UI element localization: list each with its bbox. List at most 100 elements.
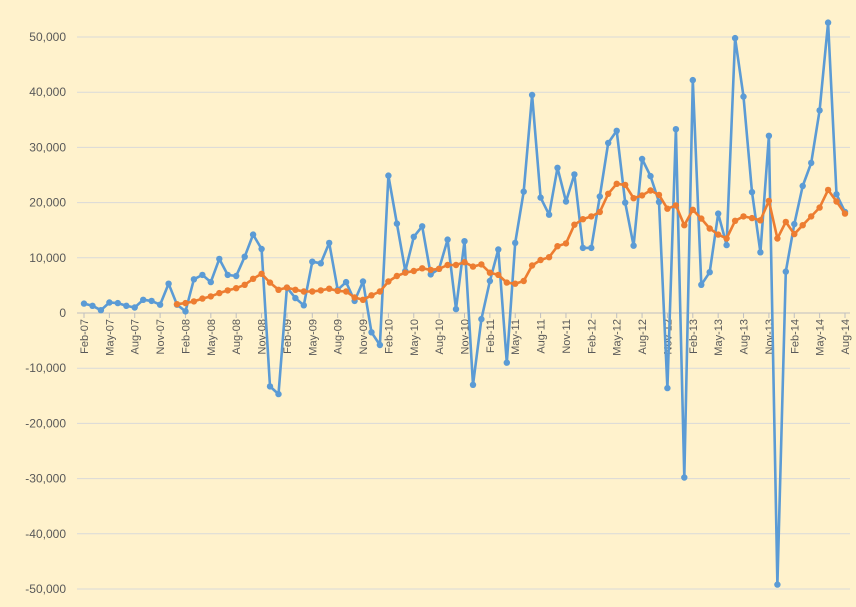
series-1-point [757,249,764,256]
x-tick-label: May-08 [206,319,218,356]
series-2-point [562,240,570,247]
series-2-point [782,218,789,226]
series-2-point [528,262,536,269]
series-2-point [748,214,756,222]
series-1-point [647,172,654,180]
series-2-point [309,288,316,295]
series-2-point [765,197,773,205]
series-1-point [731,34,739,42]
series-1-point [774,581,781,588]
series-2-point [376,288,384,295]
series-1-point [249,231,257,238]
series-2-point [258,270,265,277]
y-tick-label: -40,000 [25,527,66,541]
series-2-point [681,222,688,229]
series-2-point [740,213,747,220]
series-2-point [326,285,333,292]
series-1-point [791,220,798,228]
y-tick-label: -30,000 [25,472,66,486]
series-1-point [689,76,696,84]
series-2-point [359,296,367,303]
series-1-point [715,210,722,217]
series-1-point [216,255,223,263]
series-1-point [630,242,637,249]
series-1-point [275,390,282,398]
series-2-point [571,221,578,228]
x-tick-label: May-13 [713,319,725,356]
series-2-point [791,230,798,238]
series-1-point [723,241,730,249]
series-2-point [520,277,527,285]
series-1-point [89,302,96,309]
series-1-point [165,280,172,287]
series-2-point [630,195,637,202]
series-2-point [410,267,417,275]
series-2-point [351,294,358,301]
series-1-point [258,245,265,253]
series-2-point [249,275,257,282]
x-axis-labels: Feb-07 May-07 Aug-07 Nov-07 Feb-08 May-08 Aug-… [79,319,852,356]
series-1-point [605,139,612,147]
series-1-point [799,182,806,190]
series-1-point [512,239,519,247]
series-2-point [402,269,409,276]
series-2-point [342,288,350,295]
x-tick-label: Aug-12 [637,319,649,354]
series-1-point [114,299,122,307]
series-1-point [444,236,451,243]
series-1-point [664,384,671,392]
series-1-point [706,269,713,276]
series-1-point [596,193,603,200]
series-1-point [571,171,578,178]
series-2-point [808,213,815,220]
series-2-point [173,301,181,308]
series-1-point [681,474,688,481]
x-tick-label: Feb-10 [383,319,395,354]
series-2-point [638,192,646,199]
series-1-point [816,107,823,114]
series-1-point [562,198,570,205]
y-tick-label: 0 [59,306,66,320]
y-tick-label: -10,000 [25,361,66,375]
series-2-point [824,186,832,194]
series-1-point [199,271,206,279]
series-2-point [317,287,324,294]
series-2-point [233,285,240,292]
x-tick-label: Feb-13 [688,319,700,354]
series-2-point [672,202,680,209]
series-1-point [782,268,789,275]
series-2-point [706,225,713,232]
x-tick-label: May-10 [409,319,421,356]
series-1-point [80,300,88,307]
x-tick-label: Nov-11 [561,319,573,354]
series-2-point [799,222,806,229]
series-2-point [207,293,214,300]
y-tick-label: -20,000 [25,416,66,430]
series-2-point [199,295,206,302]
series-2-point [596,208,603,216]
series-1-point [317,260,324,267]
series-2-point [368,292,375,299]
series-1-point [765,132,773,139]
series-1-point [672,126,680,133]
series-2-point [816,204,823,211]
series-1-point [579,244,587,252]
series-2-point [385,278,392,285]
series-2-point [605,190,612,197]
series-1-point [427,271,434,278]
series-group [80,19,849,588]
series-1-point [469,381,477,388]
series-1-point [393,220,401,227]
series-1-point [486,277,494,285]
series-2-point [292,286,299,293]
series-1-point [461,238,468,245]
series-1-point [554,164,561,171]
series-2-point [588,213,595,220]
series-2-point [444,261,451,269]
grid-lines [77,36,850,590]
series-2-point [545,254,553,261]
series-1-point [545,211,553,218]
series-2-point [613,180,620,187]
series-2-point [190,298,198,305]
series-1-point [376,341,384,349]
